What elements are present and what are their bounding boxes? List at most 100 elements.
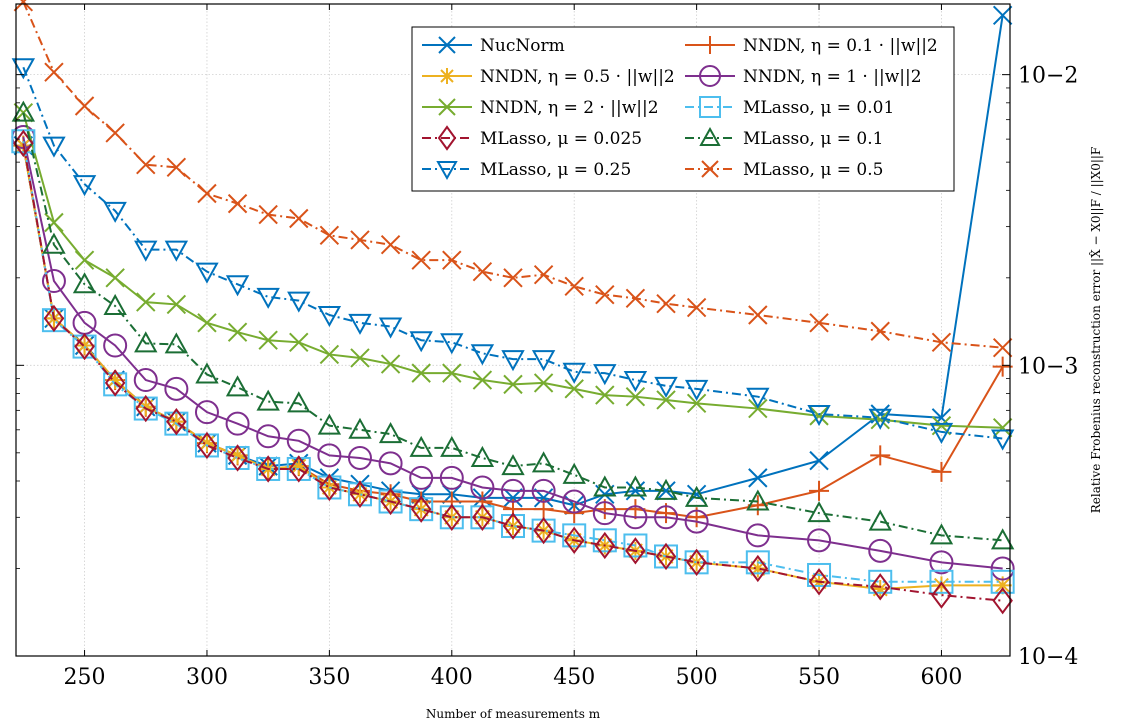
- data-point: [809, 480, 830, 501]
- data-point: [992, 418, 1013, 438]
- data-point: [103, 333, 128, 358]
- data-point: [196, 431, 218, 460]
- legend-entry: MLasso, μ = 0.5: [685, 160, 883, 180]
- data-point: [134, 240, 158, 262]
- data-point: [409, 331, 433, 353]
- data-point: [472, 491, 493, 512]
- legend-label: NNDN, η = 1 · ||w||2: [743, 67, 922, 87]
- data-point: [41, 269, 66, 294]
- data-point: [13, 0, 34, 12]
- data-point: [42, 136, 66, 158]
- data-point: [225, 411, 250, 436]
- data-point: [319, 473, 340, 502]
- data-point: [319, 225, 340, 246]
- data-point: [502, 512, 524, 540]
- data-point: [197, 313, 217, 333]
- data-point: [227, 193, 248, 214]
- data-point: [990, 556, 1015, 581]
- legend-label: MLasso, μ = 0.01: [743, 98, 894, 118]
- legend: NucNorm NNDN, η = 0.1 · ||w||2 NNDN, η = 0…: [411, 26, 955, 192]
- data-point: [411, 363, 431, 383]
- data-point: [106, 371, 125, 390]
- x-tick-label: 250: [64, 665, 106, 690]
- data-point: [105, 268, 125, 288]
- data-point: [287, 391, 311, 413]
- data-point: [75, 336, 94, 355]
- data-point: [439, 465, 464, 490]
- data-point: [992, 5, 1013, 26]
- data-point: [11, 58, 36, 80]
- data-point: [809, 450, 829, 471]
- data-point: [684, 379, 709, 401]
- data-point: [136, 154, 156, 175]
- data-point: [227, 444, 248, 472]
- data-point: [533, 373, 554, 393]
- x-axis-label: Number of measurements m: [426, 707, 601, 721]
- data-point: [288, 455, 310, 483]
- data-point: [194, 400, 219, 425]
- data-point: [167, 412, 186, 431]
- data-point: [595, 385, 615, 405]
- data-point: [746, 387, 770, 409]
- y-tick-label: 10−3: [1018, 354, 1078, 379]
- legend-entry: MLasso, μ = 0.25: [422, 160, 631, 181]
- series-layer: [11, 0, 1015, 615]
- data-point: [472, 503, 493, 531]
- data-point: [412, 500, 431, 519]
- data-point: [807, 501, 831, 523]
- data-point: [593, 364, 617, 386]
- series-4: [11, 125, 1015, 581]
- data-point: [289, 208, 309, 229]
- legend-label: MLasso, μ = 0.025: [480, 129, 642, 149]
- data-point: [472, 261, 493, 282]
- data-point: [319, 344, 340, 365]
- plot-frame: [15, 3, 1011, 657]
- series-7: [13, 129, 1013, 615]
- legend-marker: [436, 161, 458, 181]
- data-point: [625, 386, 646, 407]
- y-tick-label: 10−4: [1018, 645, 1078, 670]
- data-point: [257, 455, 279, 483]
- legend-label: MLasso, μ = 0.5: [743, 160, 883, 180]
- legend-entry: MLasso, μ = 0.025: [422, 125, 642, 151]
- data-point: [103, 293, 127, 315]
- data-point: [501, 454, 525, 476]
- data-point: [470, 344, 495, 366]
- data-point: [166, 294, 187, 315]
- data-point: [197, 183, 217, 204]
- legend-marker: [438, 98, 456, 116]
- series-line: [22, 143, 1003, 602]
- legend-marker: [699, 65, 721, 87]
- legend-marker: [701, 36, 719, 54]
- data-point: [533, 264, 554, 285]
- data-point: [992, 337, 1013, 358]
- data-point: [380, 354, 401, 374]
- data-point: [136, 397, 155, 416]
- data-point: [932, 576, 951, 595]
- data-point: [472, 370, 493, 390]
- data-point: [745, 550, 770, 575]
- legend-entry: MLasso, μ = 0.1: [685, 126, 883, 149]
- data-point: [441, 491, 462, 512]
- x-tick-label: 550: [798, 665, 840, 690]
- data-point: [378, 422, 403, 444]
- legend-marker: [439, 68, 455, 84]
- legend-entry: NNDN, η = 0.5 · ||w||2: [422, 67, 675, 87]
- legend-label: NNDN, η = 0.5 · ||w||2: [480, 67, 675, 87]
- data-point: [625, 288, 646, 309]
- data-point: [809, 406, 829, 426]
- data-point: [503, 268, 523, 288]
- series-line: [22, 66, 1003, 440]
- data-point: [868, 408, 892, 430]
- legend-label: MLasso, μ = 0.25: [480, 160, 631, 180]
- data-point: [929, 550, 954, 575]
- data-point: [562, 523, 587, 548]
- data-point: [347, 445, 372, 470]
- data-point: [504, 517, 522, 536]
- data-point: [990, 569, 1015, 594]
- data-point: [870, 409, 890, 430]
- legend-marker: [699, 96, 721, 118]
- legend-entry: NNDN, η = 1 · ||w||2: [685, 65, 922, 87]
- data-point: [807, 528, 832, 553]
- data-point: [654, 505, 679, 530]
